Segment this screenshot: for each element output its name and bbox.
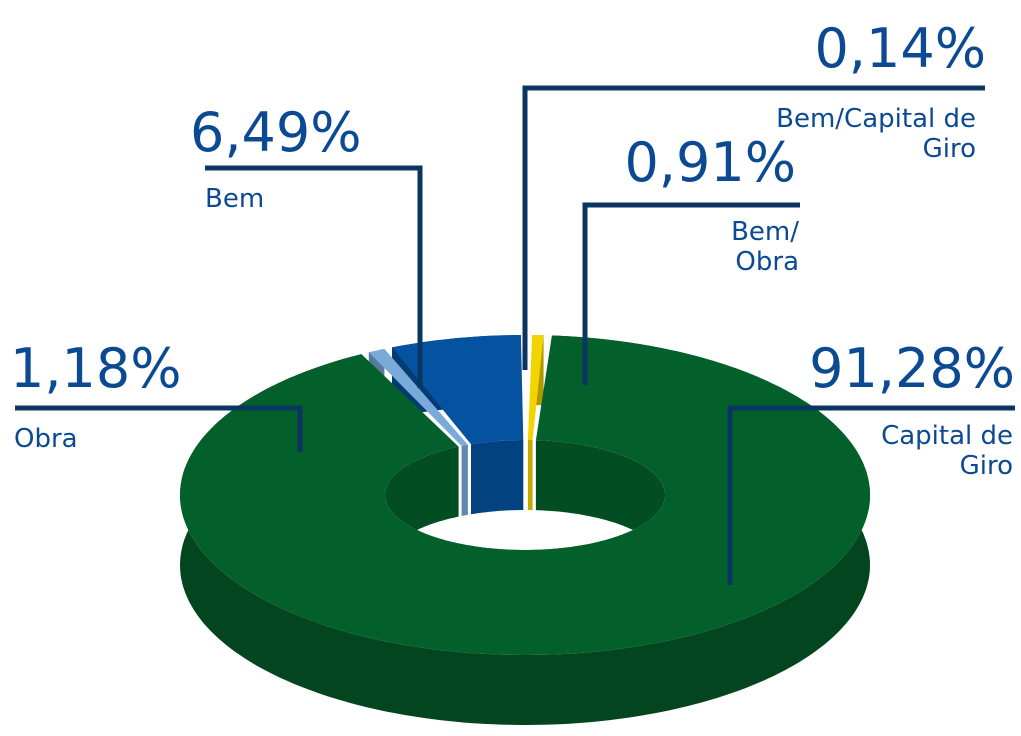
- value-label: 6,49%: [190, 101, 362, 164]
- category-label: Obra: [14, 424, 78, 454]
- category-label: Capital de Giro: [881, 421, 1013, 481]
- category-label: Bem: [205, 184, 265, 214]
- leader-line: [522, 85, 985, 370]
- category-label: Bem/Capital de Giro: [776, 104, 976, 164]
- slice-top: [368, 348, 468, 446]
- leader-line: [727, 405, 1015, 585]
- value-label: 0,91%: [624, 131, 796, 194]
- slice-inner-wall: [471, 440, 524, 515]
- leader-line: [582, 202, 800, 385]
- leader-line: [205, 165, 423, 388]
- slice-top: [392, 335, 524, 445]
- slice-top: [180, 335, 870, 655]
- value-label: 91,28%: [809, 337, 1015, 400]
- value-label: 1,18%: [10, 337, 182, 400]
- slice-top: [527, 335, 544, 441]
- leader-line: [15, 405, 303, 452]
- category-label: Bem/ Obra: [731, 217, 799, 277]
- slice-inner-wall: [527, 440, 533, 511]
- value-label: 0,14%: [814, 17, 986, 80]
- slice-inner-wall: [461, 444, 468, 516]
